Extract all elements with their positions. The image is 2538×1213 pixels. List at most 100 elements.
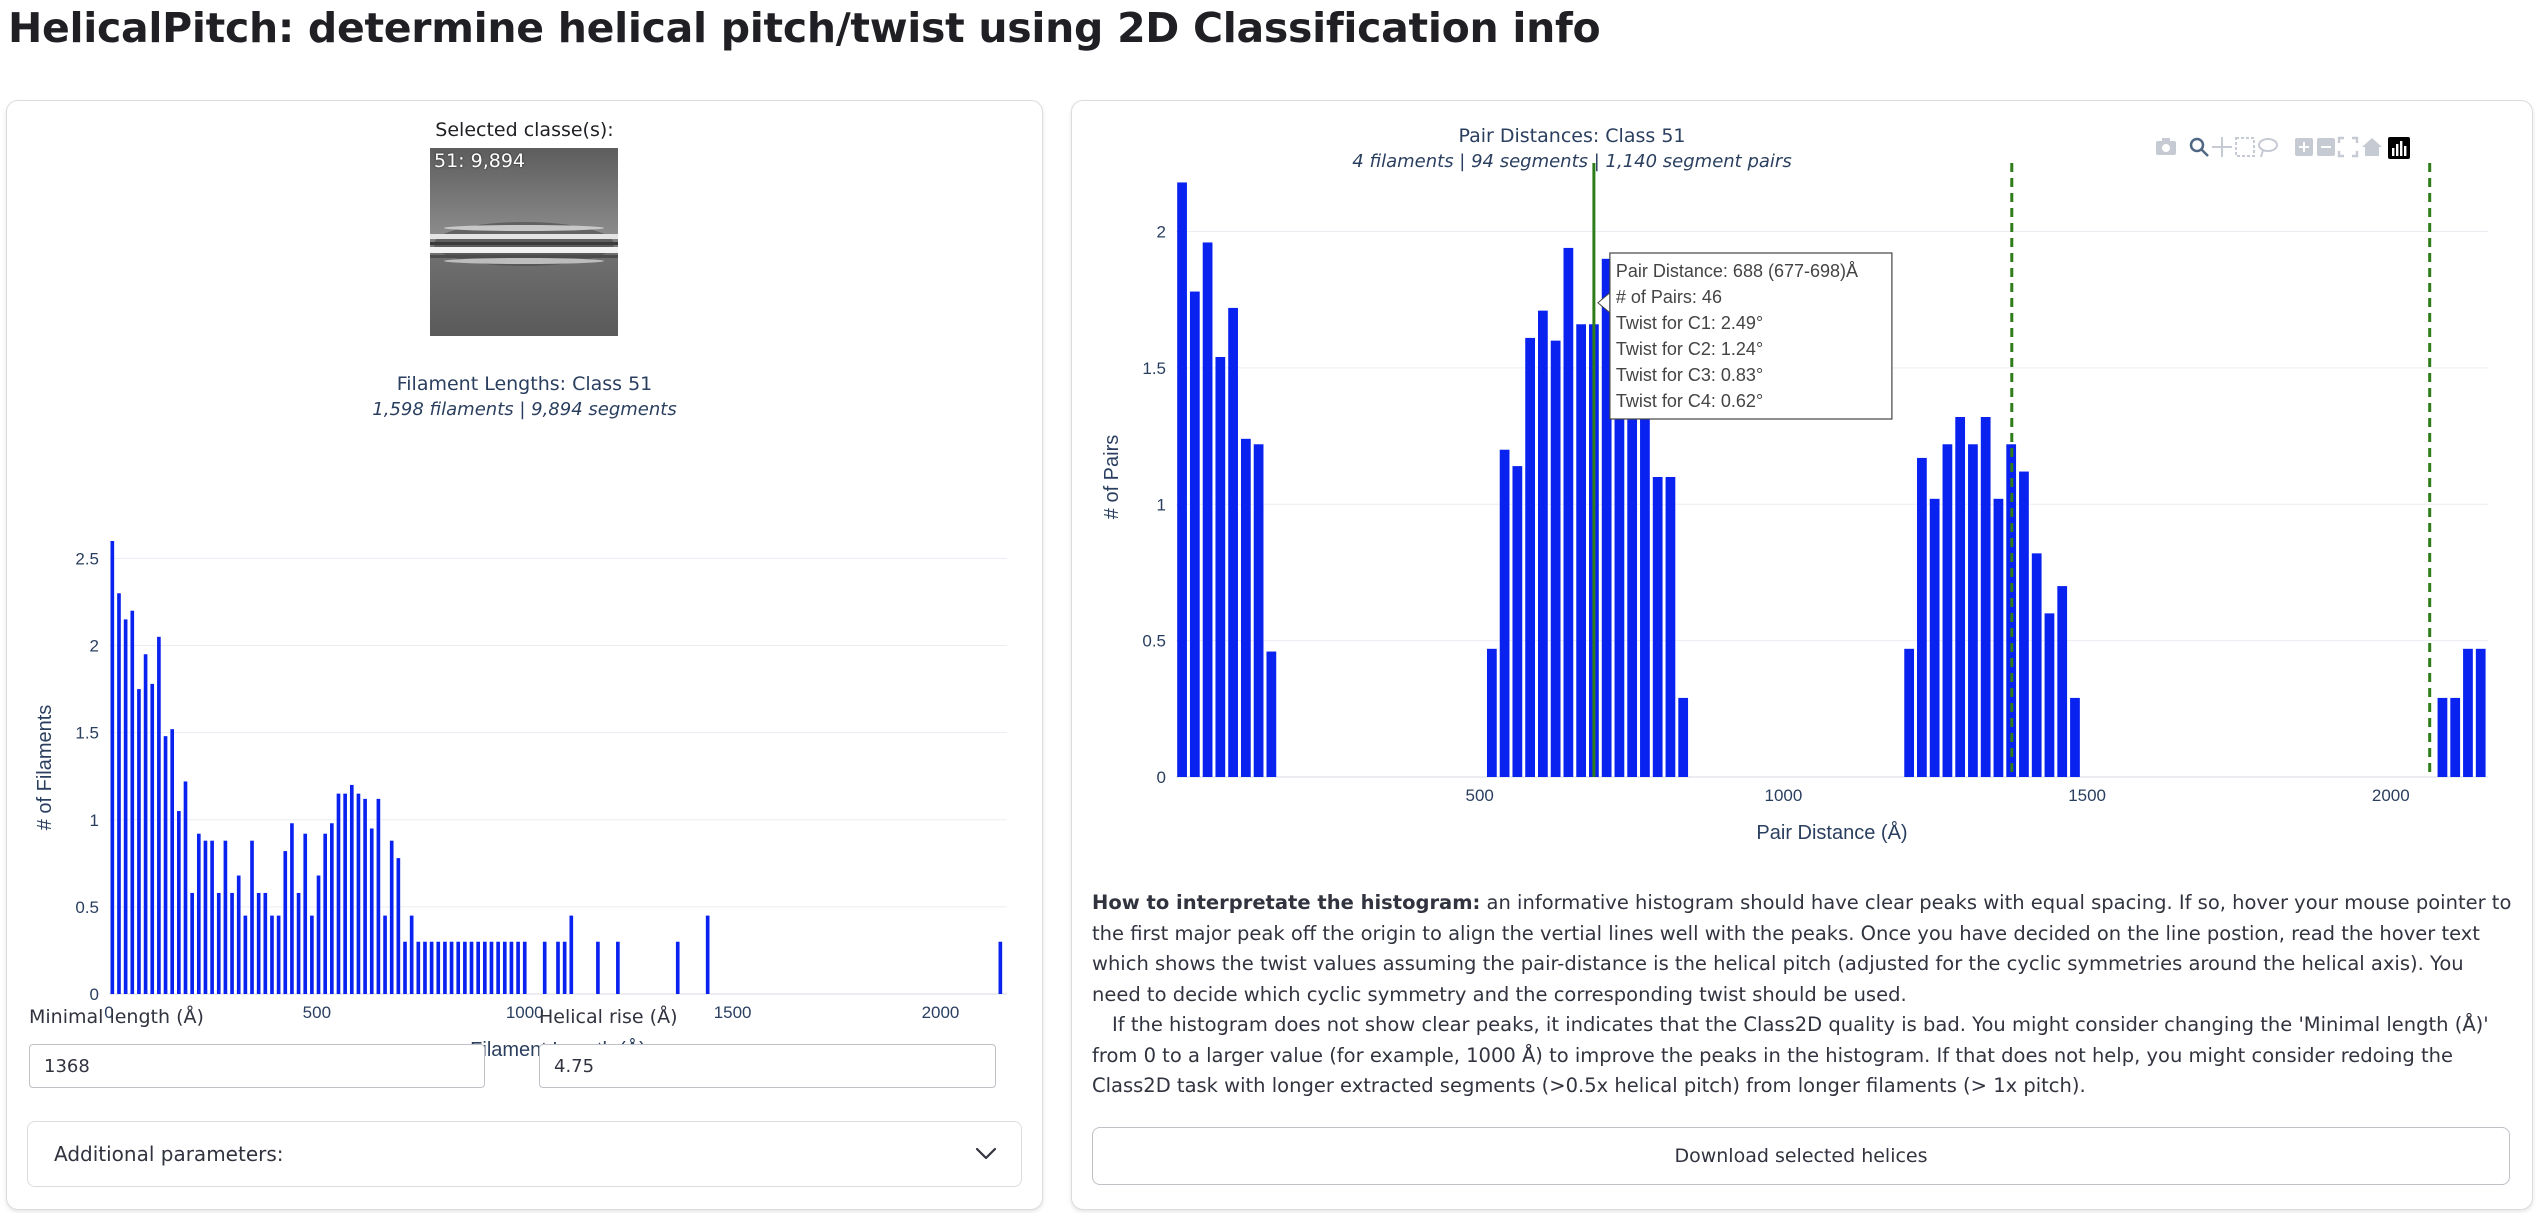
histogram-bar[interactable] [303, 833, 308, 994]
pair-distance-histogram[interactable]: 0 0.5 1 1.5 2 500 1000 1500 2000 Pair Distance (Å… [1072, 101, 2532, 861]
histogram-bar[interactable] [403, 941, 407, 994]
histogram-bar[interactable] [363, 798, 367, 994]
histogram-bar[interactable] [343, 793, 347, 994]
histogram-bar[interactable] [1189, 291, 1200, 777]
histogram-bar[interactable] [130, 610, 135, 994]
autoscale-icon[interactable] [2337, 136, 2359, 158]
histogram-bar[interactable] [137, 689, 141, 994]
histogram-bar[interactable] [562, 941, 567, 994]
histogram-bar[interactable] [416, 941, 421, 994]
histogram-bar[interactable] [1665, 477, 1676, 777]
histogram-bar[interactable] [456, 941, 461, 994]
histogram-bar[interactable] [250, 840, 254, 994]
histogram-bar[interactable] [1202, 242, 1213, 778]
histogram-bar[interactable] [330, 823, 334, 994]
histogram-bar[interactable] [509, 941, 514, 994]
histogram-bar[interactable] [236, 875, 241, 994]
histogram-bar[interactable] [196, 833, 201, 994]
histogram-bar[interactable] [323, 833, 328, 994]
histogram-bar[interactable] [2044, 613, 2055, 777]
histogram-bar[interactable] [356, 793, 361, 994]
histogram-bar[interactable] [256, 892, 261, 994]
histogram-bar[interactable] [170, 729, 175, 994]
histogram-bar[interactable] [389, 840, 394, 994]
download-helices-button[interactable]: Download selected helices [1092, 1127, 2510, 1185]
histogram-bar[interactable] [296, 892, 301, 994]
histogram-bar[interactable] [1525, 337, 1535, 777]
histogram-bar[interactable] [203, 840, 208, 994]
histogram-bar[interactable] [2006, 444, 2017, 777]
histogram-bar[interactable] [2070, 697, 2080, 777]
histogram-bar[interactable] [1968, 444, 1978, 777]
histogram-bar[interactable] [349, 784, 354, 994]
histogram-bar[interactable] [1993, 498, 2004, 777]
histogram-bar[interactable] [2031, 553, 2042, 777]
histogram-bar[interactable] [596, 941, 600, 994]
histogram-bar[interactable] [409, 915, 414, 994]
histogram-bar[interactable] [117, 593, 121, 994]
histogram-bar[interactable] [123, 619, 128, 994]
histogram-bar[interactable] [443, 941, 447, 994]
histogram-bar[interactable] [163, 736, 168, 994]
min-length-input[interactable] [29, 1044, 485, 1088]
histogram-bar[interactable] [1917, 457, 1927, 777]
camera-icon[interactable] [2156, 138, 2176, 155]
pan-icon[interactable] [2212, 137, 2232, 157]
histogram-bar[interactable] [177, 811, 181, 994]
histogram-bar[interactable] [1576, 324, 1587, 777]
histogram-bar[interactable] [210, 840, 214, 994]
histogram-bar[interactable] [1640, 408, 1650, 777]
histogram-bar[interactable] [1652, 477, 1663, 777]
histogram-bar[interactable] [516, 941, 520, 994]
histogram-bar[interactable] [1942, 444, 1953, 777]
histogram-bar[interactable] [436, 941, 441, 994]
histogram-bar[interactable] [1955, 417, 1966, 777]
histogram-bar[interactable] [316, 875, 321, 994]
histogram-bar[interactable] [376, 798, 381, 994]
class-thumbnail-image[interactable]: 51: 9,894 [430, 148, 618, 336]
histogram-bar[interactable] [183, 781, 188, 994]
box-select-icon[interactable] [2235, 137, 2255, 157]
histogram-bar[interactable] [1499, 449, 1510, 777]
histogram-bar[interactable] [1563, 247, 1574, 778]
histogram-bar[interactable] [469, 941, 474, 994]
zoom-out-icon[interactable] [2317, 138, 2335, 156]
histogram-bar[interactable] [429, 941, 434, 994]
histogram-bar[interactable] [1266, 651, 1277, 777]
histogram-bar[interactable] [157, 636, 161, 994]
histogram-bar[interactable] [2463, 648, 2473, 777]
histogram-bar[interactable] [263, 892, 268, 994]
histogram-bar[interactable] [1614, 280, 1625, 777]
histogram-bar[interactable] [556, 941, 560, 994]
histogram-bar[interactable] [1904, 648, 1915, 777]
histogram-bar[interactable] [1537, 310, 1548, 777]
histogram-bar[interactable] [542, 941, 547, 994]
histogram-bar[interactable] [522, 941, 527, 994]
histogram-bar[interactable] [216, 892, 221, 994]
histogram-bar[interactable] [143, 654, 148, 994]
histogram-bar[interactable] [1627, 297, 1638, 777]
lasso-select-icon[interactable] [2258, 138, 2278, 158]
histogram-bar[interactable] [1228, 307, 1238, 777]
additional-parameters-expander[interactable]: Additional parameters: [27, 1121, 1022, 1187]
histogram-bar[interactable] [502, 941, 507, 994]
histogram-bar[interactable] [483, 941, 487, 994]
home-icon[interactable] [2362, 138, 2382, 156]
histogram-bar[interactable] [369, 828, 374, 994]
histogram-bar[interactable] [1678, 697, 1689, 777]
histogram-bar[interactable] [1550, 340, 1561, 777]
histogram-bar[interactable] [1929, 498, 1940, 777]
histogram-bar[interactable] [150, 683, 155, 994]
histogram-bar[interactable] [1512, 466, 1523, 777]
histogram-bar[interactable] [243, 915, 248, 994]
zoom-in-icon[interactable] [2295, 138, 2313, 156]
histogram-bar[interactable] [2475, 648, 2486, 777]
histogram-bar[interactable] [336, 793, 341, 994]
histogram-bar[interactable] [2450, 697, 2461, 777]
histogram-bar[interactable] [383, 915, 387, 994]
histogram-bar[interactable] [489, 941, 494, 994]
histogram-bar[interactable] [1980, 417, 1991, 777]
histogram-bar[interactable] [569, 915, 574, 994]
histogram-bar[interactable] [1253, 444, 1264, 777]
histogram-bar[interactable] [998, 941, 1003, 994]
